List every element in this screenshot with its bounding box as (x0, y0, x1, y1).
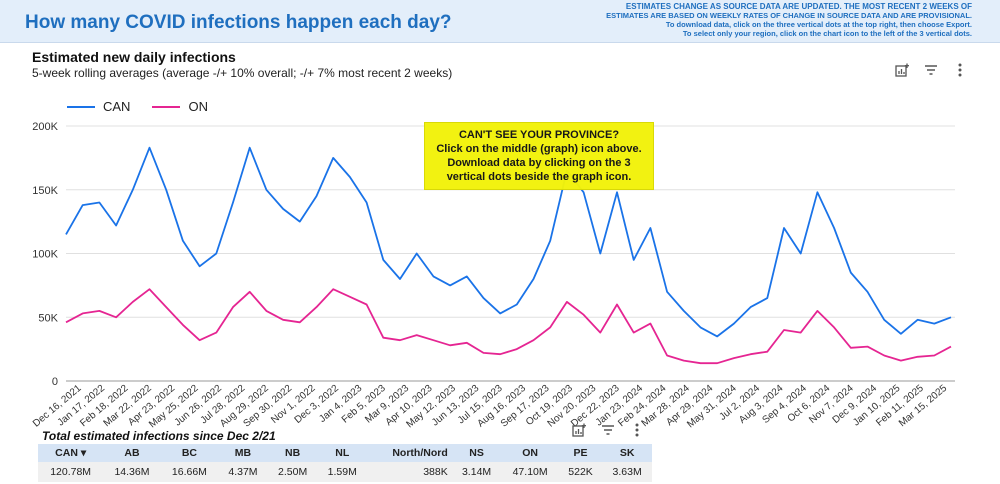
chart-legend: CAN ON (67, 99, 208, 114)
page-title: How many COVID infections happen each da… (25, 12, 452, 33)
callout-line-4: vertical dots beside the graph icon. (446, 171, 632, 183)
legend-label-on: ON (188, 99, 208, 114)
column-header-ab[interactable]: AB (103, 444, 161, 462)
cell-mb: 4.37M (218, 462, 268, 482)
callout-line-1: CAN'T SEE YOUR PROVINCE? (458, 129, 620, 141)
cell-sk: 3.63M (602, 462, 652, 482)
column-header-nb[interactable]: NB (267, 444, 318, 462)
chart-toolbar (894, 62, 968, 78)
chart-subtitle: 5-week rolling averages (average -/+ 10%… (32, 66, 453, 80)
y-tick-label: 150K (32, 185, 58, 197)
table-row: 120.78M 14.36M 16.66M 4.37M 2.50M 1.59M … (38, 462, 652, 482)
legend-label-can: CAN (103, 99, 131, 114)
note-line-1: ESTIMATES CHANGE AS SOURCE DATA ARE UPDA… (625, 2, 972, 11)
column-header-pe[interactable]: PE (558, 444, 603, 462)
cell-can: 120.78M (38, 462, 104, 482)
header-notes: ESTIMATES CHANGE AS SOURCE DATA ARE UPDA… (552, 2, 972, 38)
callout-line-2: Click on the middle (graph) icon above. (436, 143, 642, 155)
cell-bc: 16.66M (160, 462, 219, 482)
cell-nl: 1.59M (317, 462, 368, 482)
more-vertical-icon[interactable] (952, 62, 968, 78)
note-line-2: ESTIMATES ARE BASED ON WEEKLY RATES OF C… (606, 11, 972, 20)
table-more-vertical-icon[interactable] (629, 422, 645, 438)
y-tick-label: 100K (32, 249, 58, 261)
note-line-3: To download data, click on the three ver… (665, 20, 972, 29)
y-tick-label: 200K (32, 121, 58, 133)
header-bar: How many COVID infections happen each da… (0, 0, 1000, 43)
column-header-ns[interactable]: NS (451, 444, 502, 462)
legend-item-on[interactable]: ON (152, 99, 208, 114)
series-line-on[interactable] (65, 288, 952, 365)
legend-swatch-on (152, 105, 181, 108)
cell-nb: 2.50M (267, 462, 318, 482)
column-header-bc[interactable]: BC (160, 444, 219, 462)
cell-pe: 522K (558, 462, 603, 482)
filter-icon[interactable] (923, 62, 939, 78)
column-header-can[interactable]: CAN ▾ (38, 444, 104, 462)
cell-ab: 14.36M (103, 462, 161, 482)
table-chart-settings-icon[interactable] (571, 422, 587, 438)
callout-line-3: Download data by clicking on the 3 (447, 157, 631, 169)
table-header-row: CAN ▾ AB BC MB NB NL North/Nord NS ON PE… (38, 444, 652, 462)
table-title: Total estimated infections since Dec 2/2… (42, 429, 276, 443)
province-callout: CAN'T SEE YOUR PROVINCE? Click on the mi… (424, 122, 654, 190)
series-line-can[interactable] (65, 146, 952, 338)
column-header-on[interactable]: ON (501, 444, 559, 462)
legend-item-can[interactable]: CAN (67, 99, 130, 114)
cell-ns: 3.14M (451, 462, 502, 482)
legend-swatch-can (67, 105, 95, 108)
column-header-sk[interactable]: SK (602, 444, 652, 462)
column-header-nl[interactable]: NL (317, 444, 368, 462)
y-tick-label: 50K (38, 312, 58, 324)
column-header-north[interactable]: North/Nord (367, 444, 452, 462)
note-line-4: To select only your region, click on the… (682, 29, 972, 38)
cell-north: 388K (367, 462, 452, 482)
chart-title: Estimated new daily infections (32, 49, 236, 65)
cell-on: 47.10M (501, 462, 559, 482)
table-filter-icon[interactable] (600, 422, 616, 438)
table-toolbar (571, 422, 645, 438)
chart-settings-icon[interactable] (894, 62, 910, 78)
y-tick-label: 0 (52, 376, 58, 388)
totals-table: CAN ▾ AB BC MB NB NL North/Nord NS ON PE… (38, 444, 652, 482)
column-header-mb[interactable]: MB (218, 444, 268, 462)
